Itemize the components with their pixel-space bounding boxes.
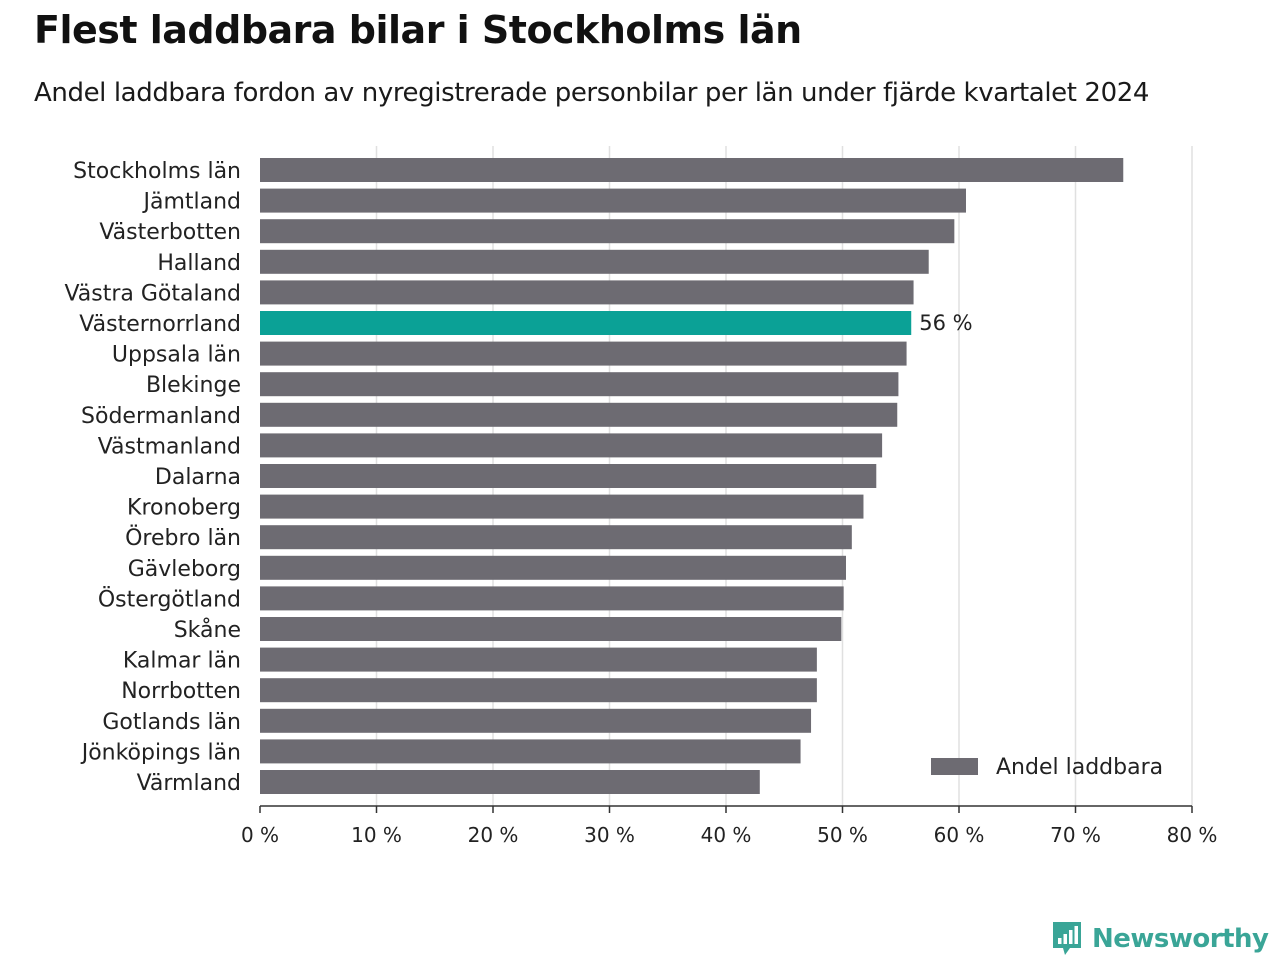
category-label: Värmland	[137, 771, 241, 796]
category-label: Dalarna	[155, 465, 241, 490]
category-label: Skåne	[174, 617, 241, 643]
bar	[260, 188, 966, 213]
bar	[260, 678, 817, 703]
category-label: Norrbotten	[121, 679, 241, 704]
category-label: Örebro län	[125, 525, 241, 551]
bar-chart: 56 % Stockholms län Jämtland Västerbotten H…	[64, 146, 1218, 847]
bar	[260, 770, 760, 794]
bar	[260, 280, 914, 305]
category-labels: Stockholms län Jämtland Västerbotten Hallan…	[64, 159, 241, 796]
category-label: Jönköpings län	[80, 740, 241, 765]
x-tick-label: 20 %	[468, 823, 519, 847]
legend: Andel laddbara	[931, 755, 1163, 780]
data-label: 56 %	[919, 311, 972, 335]
x-tick-label: 60 %	[934, 823, 985, 847]
category-label: Kronoberg	[127, 496, 241, 521]
bar	[260, 525, 852, 550]
x-tick-label: 0 %	[241, 823, 279, 847]
category-label: Södermanland	[81, 404, 241, 429]
category-label: Jämtland	[141, 190, 241, 215]
category-label: Västra Götaland	[64, 281, 241, 306]
bar	[260, 494, 864, 519]
bar	[260, 158, 1124, 182]
bar	[260, 249, 929, 274]
bar	[260, 341, 907, 366]
brand-name: Newsworthy	[1092, 924, 1269, 954]
bar-highlighted	[260, 311, 912, 335]
bar	[260, 372, 899, 397]
chart-title: Flest laddbara bilar i Stockholms län	[34, 8, 802, 52]
category-label: Halland	[157, 251, 241, 276]
bar	[260, 219, 955, 244]
category-label: Östergötland	[98, 586, 241, 612]
category-label: Gävleborg	[128, 557, 241, 582]
bar	[260, 739, 801, 764]
bars: 56 %	[260, 158, 1124, 794]
bar	[260, 617, 842, 641]
newsworthy-logo-icon	[1053, 922, 1081, 955]
bar	[260, 586, 844, 611]
category-label: Gotlands län	[102, 710, 241, 735]
x-tick-label: 10 %	[351, 823, 402, 847]
x-tick-label: 50 %	[817, 823, 868, 847]
x-axis: 0 % 10 % 20 % 30 % 40 % 50 % 60 % 70 % 80 %	[241, 805, 1218, 847]
bar	[260, 402, 898, 427]
brand-logo: Newsworthy	[1050, 920, 1269, 958]
bar	[260, 708, 812, 733]
category-label: Västerbotten	[99, 220, 241, 245]
category-label: Blekinge	[146, 373, 241, 398]
category-label: Västernorrland	[79, 312, 241, 337]
category-label: Uppsala län	[112, 343, 241, 368]
category-label: Västmanland	[98, 434, 241, 459]
x-tick-label: 30 %	[584, 823, 635, 847]
legend-label: Andel laddbara	[996, 755, 1163, 780]
x-tick-label: 80 %	[1167, 823, 1218, 847]
bar	[260, 647, 817, 672]
bar	[260, 555, 846, 580]
x-tick-label: 70 %	[1050, 823, 1101, 847]
category-label: Kalmar län	[123, 649, 241, 674]
category-label: Stockholms län	[73, 159, 241, 184]
x-tick-label: 40 %	[701, 823, 752, 847]
chart-subtitle: Andel laddbara fordon av nyregistrerade …	[34, 78, 1149, 108]
bar	[260, 464, 877, 488]
legend-swatch	[931, 758, 978, 775]
bar	[260, 433, 883, 458]
